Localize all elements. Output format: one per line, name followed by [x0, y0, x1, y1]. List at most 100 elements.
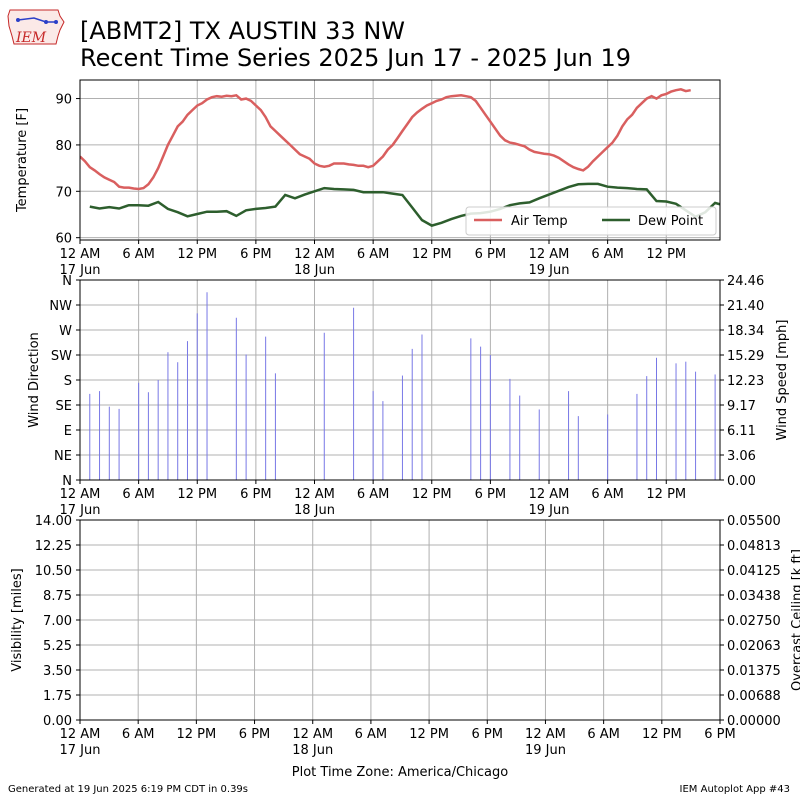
wind-direction-tick: SW — [51, 349, 72, 364]
ceiling-tick: 0.00000 — [727, 714, 781, 729]
wind-speed-tick: 15.29 — [727, 349, 764, 364]
wind-direction-tick: NW — [49, 299, 72, 314]
ceiling-tick: 0.02750 — [727, 614, 781, 629]
x-tick-label: 12 AM — [60, 727, 101, 742]
air-temp-line — [80, 88, 691, 191]
wind-direction-tick: W — [59, 324, 72, 339]
legend-label-air-temp: Air Temp — [511, 214, 568, 229]
x-tick-label: 6 AM — [122, 247, 155, 262]
legend-box — [465, 206, 717, 236]
chart-title-line1: [ABMT2] TX AUSTIN 33 NW — [80, 17, 405, 45]
wind-speed-tick: 12.23 — [727, 374, 764, 389]
x-tick-label: 6 PM — [475, 247, 506, 262]
ceiling-tick: 0.03438 — [727, 589, 781, 604]
x-tick-date: 17 Jun — [60, 263, 101, 278]
x-tick-date: 18 Jun — [294, 263, 335, 278]
ceiling-axis-label: Overcast Ceiling [k ft] — [790, 549, 800, 691]
x-tick-label: 12 AM — [525, 727, 566, 742]
x-tick-label: 6 AM — [122, 727, 155, 742]
visibility-tick: 1.75 — [43, 689, 72, 704]
visibility-tick: 7.00 — [43, 614, 72, 629]
temperature-axis-label: Temperature [F] — [15, 108, 30, 213]
ceiling-tick: 0.05500 — [727, 514, 781, 529]
visibility-tick: 3.50 — [43, 664, 72, 679]
axes-frame — [79, 519, 721, 721]
x-axis-label: Plot Time Zone: America/Chicago — [292, 765, 508, 780]
x-tick-label: 12 AM — [60, 247, 101, 262]
x-tick-date: 19 Jun — [525, 743, 566, 758]
ceiling-tick: 0.04813 — [727, 539, 781, 554]
wind-speed-tick: 0.00 — [727, 474, 756, 489]
visibility-tick: 0.00 — [43, 714, 72, 729]
visibility-tick: 5.25 — [43, 639, 72, 654]
x-tick-label: 6 PM — [240, 247, 271, 262]
x-tick-label: 12 PM — [176, 727, 216, 742]
x-tick-label: 12 PM — [412, 247, 452, 262]
x-tick-date: 17 Jun — [60, 743, 101, 758]
ceiling-tick: 0.00688 — [727, 689, 781, 704]
wind-direction-tick: NE — [54, 449, 72, 464]
wind-direction-tick: E — [64, 424, 72, 439]
wind-speed-tick: 21.40 — [727, 299, 764, 314]
chart-title-line2: Recent Time Series 2025 Jun 17 - 2025 Ju… — [80, 44, 632, 72]
visibility-tick: 8.75 — [43, 589, 72, 604]
axes-frame — [79, 79, 721, 241]
wind-direction-tick: N — [62, 474, 72, 489]
legend-label-dew-point: Dew Point — [638, 214, 703, 229]
x-tick-label: 12 PM — [412, 487, 452, 502]
ceiling-tick: 0.02063 — [727, 639, 781, 654]
visibility-tick: 10.50 — [35, 564, 72, 579]
x-tick-label: 6 PM — [240, 487, 271, 502]
x-tick-date: 19 Jun — [529, 263, 570, 278]
y-tick-label: 80 — [55, 139, 72, 154]
visibility-tick: 12.25 — [35, 539, 72, 554]
x-tick-date: 17 Jun — [60, 503, 101, 518]
x-tick-label: 6 PM — [472, 727, 503, 742]
wind-speed-tick: 18.34 — [727, 324, 764, 339]
y-tick-label: 60 — [55, 232, 72, 247]
x-tick-label: 12 AM — [529, 487, 570, 502]
x-tick-label: 6 AM — [122, 487, 155, 502]
wind-speed-tick: 9.17 — [727, 399, 756, 414]
x-tick-label: 12 PM — [646, 247, 686, 262]
iem-logo: IEM — [6, 6, 66, 50]
y-tick-label: 70 — [55, 185, 72, 200]
x-tick-label: 12 AM — [294, 247, 335, 262]
wind-direction-tick: SE — [56, 399, 72, 414]
visibility-tick: 14.00 — [35, 514, 72, 529]
x-tick-label: 6 PM — [704, 727, 735, 742]
x-tick-label: 12 PM — [642, 727, 682, 742]
x-tick-label: 6 AM — [591, 247, 624, 262]
x-tick-label: 12 PM — [646, 487, 686, 502]
x-tick-label: 12 AM — [292, 727, 333, 742]
footer-app: IEM Autoplot App #43 — [679, 784, 790, 795]
footer-generated: Generated at 19 Jun 2025 6:19 PM CDT in … — [8, 784, 249, 795]
wind-direction-tick: S — [64, 374, 72, 389]
x-tick-label: 12 PM — [177, 247, 217, 262]
wind-speed-axis-label: Wind Speed [mph] — [775, 320, 790, 441]
visibility-axis-label: Visibility [miles] — [10, 568, 25, 671]
x-tick-label: 6 AM — [587, 727, 620, 742]
wind-speed-tick: 6.11 — [727, 424, 756, 439]
x-tick-label: 12 PM — [177, 487, 217, 502]
ceiling-tick: 0.01375 — [727, 664, 781, 679]
x-tick-label: 12 AM — [294, 487, 335, 502]
x-tick-date: 18 Jun — [294, 503, 335, 518]
x-tick-label: 6 AM — [357, 247, 390, 262]
y-tick-label: 90 — [55, 93, 72, 108]
x-tick-label: 6 AM — [357, 487, 390, 502]
x-tick-label: 6 AM — [355, 727, 388, 742]
wind-speed-tick: 3.06 — [727, 449, 756, 464]
dew-point-line — [89, 182, 720, 227]
x-tick-label: 12 PM — [409, 727, 449, 742]
x-tick-label: 12 AM — [529, 247, 570, 262]
axes-frame — [79, 279, 721, 481]
wind-direction-tick: N — [62, 274, 72, 289]
x-tick-label: 12 AM — [60, 487, 101, 502]
x-tick-label: 6 AM — [591, 487, 624, 502]
x-tick-date: 19 Jun — [529, 503, 570, 518]
x-tick-label: 6 PM — [239, 727, 270, 742]
wind-direction-axis-label: Wind Direction — [27, 332, 42, 428]
ceiling-tick: 0.04125 — [727, 564, 781, 579]
